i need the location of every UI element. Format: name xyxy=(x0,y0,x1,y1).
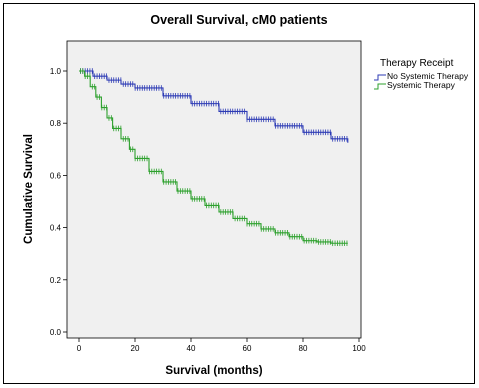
legend-swatch-1 xyxy=(374,83,386,90)
series-censor-marks-0 xyxy=(80,68,348,142)
x-tick-label-3: 60 xyxy=(243,344,252,353)
y-tick-label-5: 1.0 xyxy=(50,67,62,76)
y-tick-label-4: 0.8 xyxy=(50,119,62,128)
series-layer xyxy=(79,68,349,247)
y-axis-title: Cumulative Survival xyxy=(23,134,35,244)
legend-title: Therapy Receipt xyxy=(380,58,454,69)
plot-area xyxy=(66,40,362,339)
series-line-0 xyxy=(79,70,349,143)
y-tick-label-3: 0.6 xyxy=(50,171,62,180)
chart-title: Overall Survival, cM0 patients xyxy=(150,13,327,27)
x-tick-label-4: 80 xyxy=(299,344,308,353)
x-axis-title: Survival (months) xyxy=(165,365,262,377)
x-tick-label-0: 0 xyxy=(77,344,82,353)
x-axis: 0 20 40 60 80 100 xyxy=(77,338,366,353)
series-line-1 xyxy=(79,70,348,244)
y-tick-label-2: 0.4 xyxy=(50,224,62,233)
series-censor-marks-1 xyxy=(80,68,348,247)
legend-swatch-0 xyxy=(374,74,386,81)
y-tick-label-1: 0.2 xyxy=(50,276,62,285)
legend-label-0: No Systemic Therapy xyxy=(387,71,469,81)
legend-label-1: Systemic Therapy xyxy=(387,80,456,90)
x-tick-label-2: 40 xyxy=(187,344,196,353)
chart-svg: Overall Survival, cM0 patients 0.0 0.2 0.4… xyxy=(23,13,469,377)
y-tick-label-0: 0.0 xyxy=(50,328,62,337)
chart-frame: Overall Survival, cM0 patients 0.0 0.2 0.4… xyxy=(3,3,475,384)
y-axis: 0.0 0.2 0.4 0.6 0.8 1.0 xyxy=(50,67,67,337)
x-tick-label-5: 100 xyxy=(352,344,366,353)
x-tick-label-1: 20 xyxy=(131,344,140,353)
legend: Therapy Receipt No Systemic TherapySyste… xyxy=(374,58,469,90)
